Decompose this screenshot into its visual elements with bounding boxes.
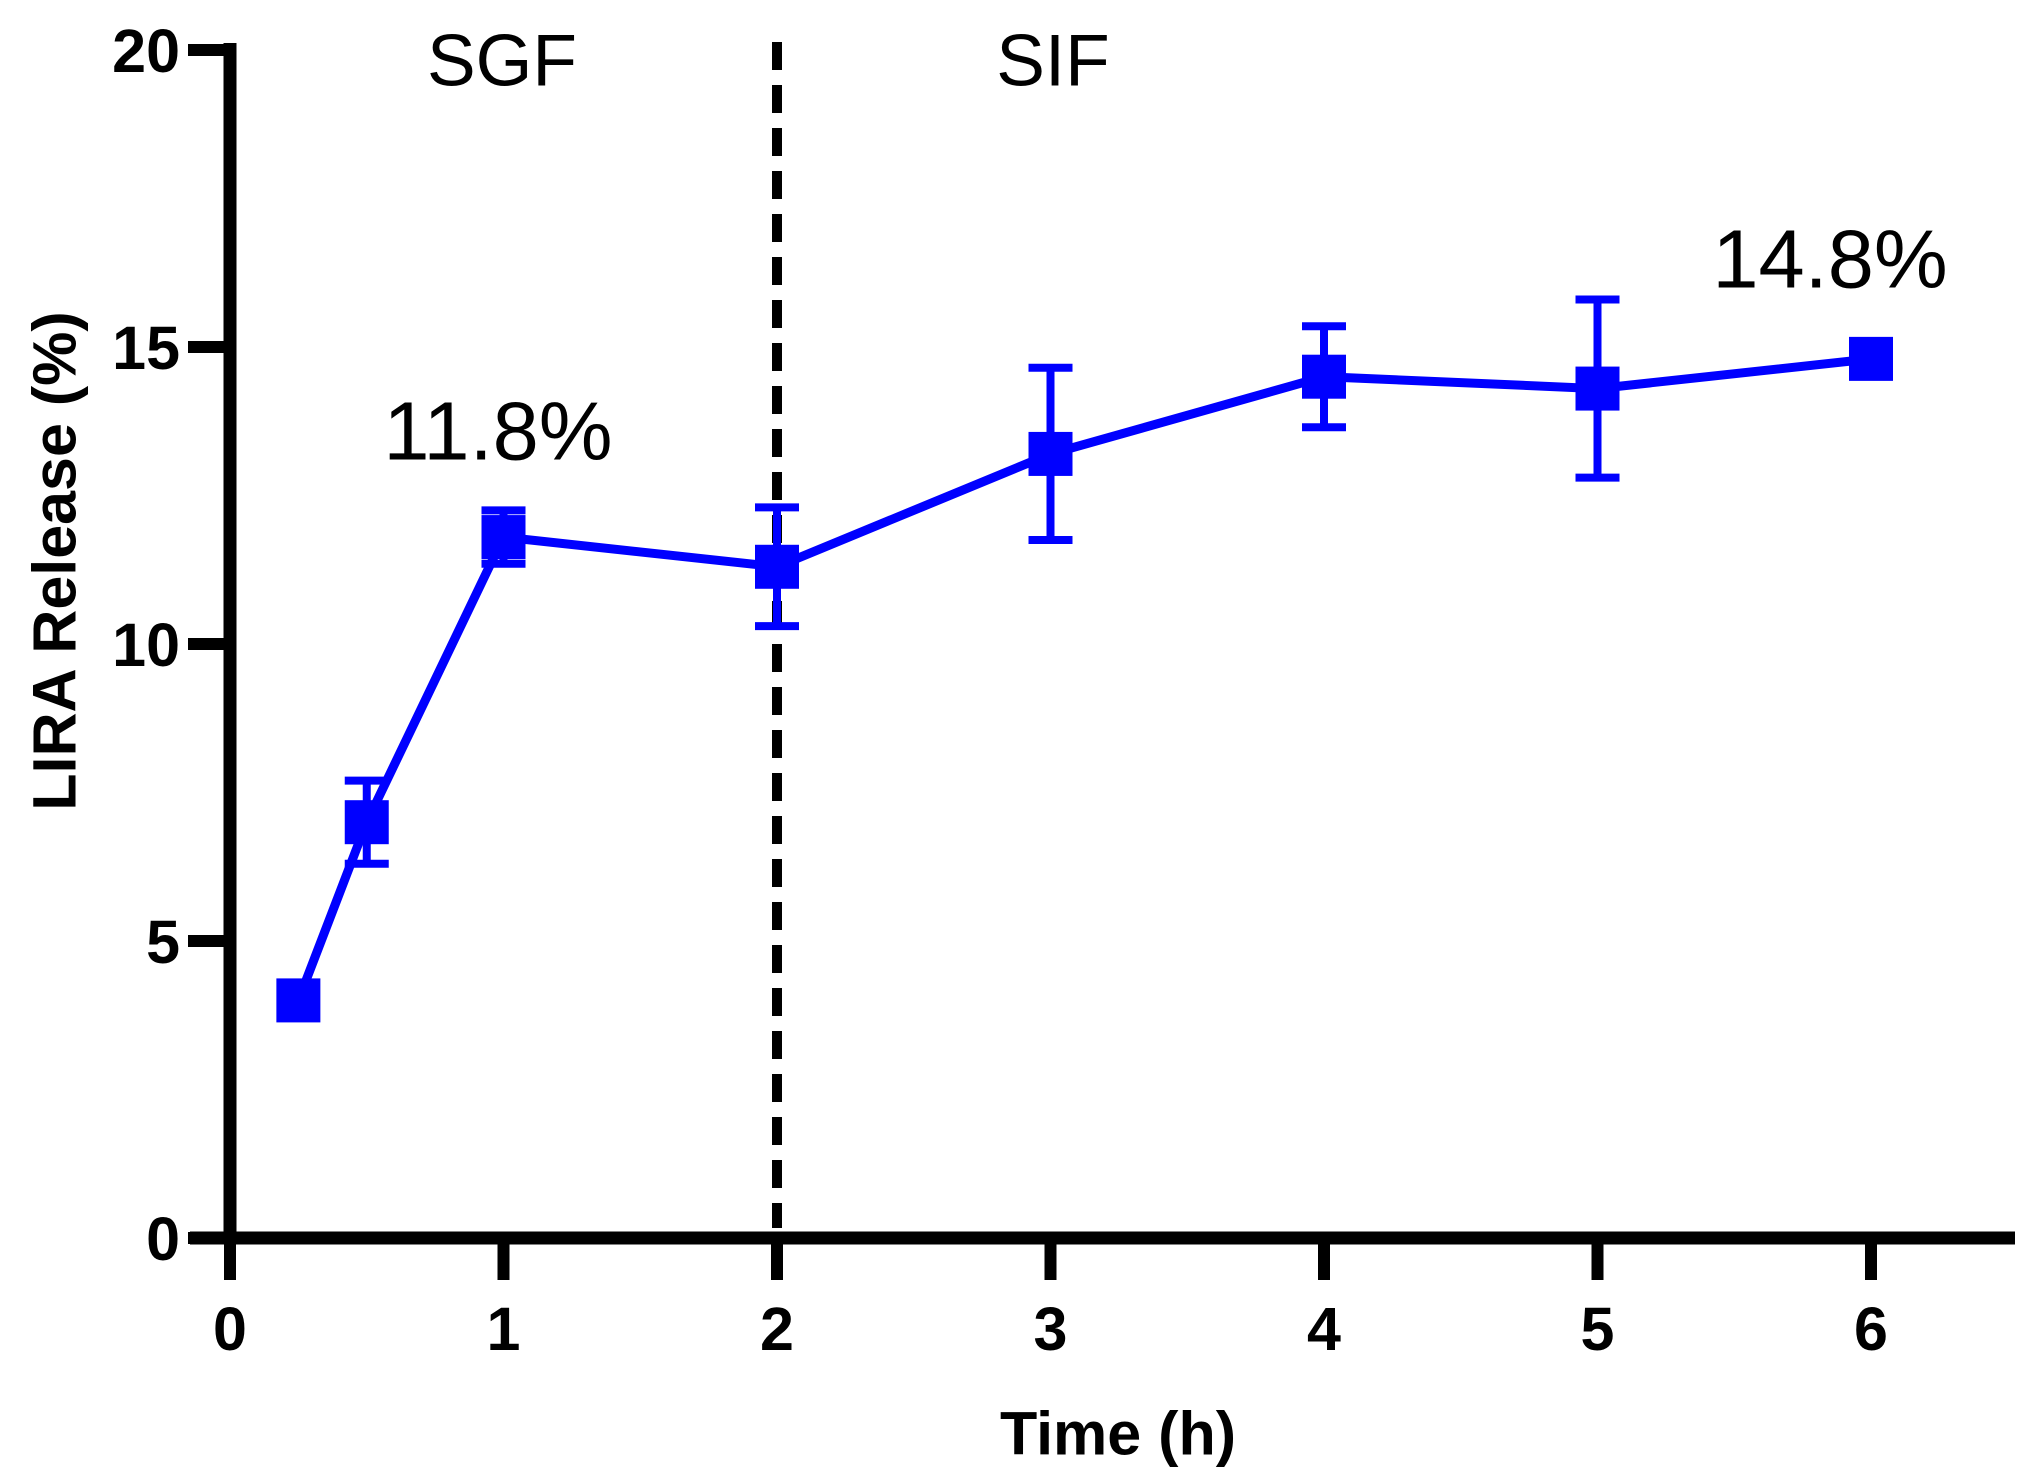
y-tick-label: 5	[146, 908, 180, 976]
data-point-marker	[1575, 366, 1620, 411]
data-point-marker	[481, 515, 526, 560]
x-tick-label: 4	[1307, 1295, 1341, 1363]
phase-label-sgf: SGF	[426, 20, 578, 102]
x-axis-title: Time (h)	[999, 1399, 1237, 1468]
annotation-6h-value: 14.8%	[1712, 212, 1948, 306]
data-point-marker	[1849, 336, 1893, 381]
phase-label-sif: SIF	[996, 20, 1110, 102]
data-point-marker	[1028, 431, 1073, 476]
x-tick-label: 0	[213, 1295, 247, 1363]
y-tick-label: 0	[146, 1205, 180, 1273]
x-tick-label: 5	[1581, 1295, 1615, 1363]
x-tick-label: 6	[1854, 1295, 1888, 1363]
data-point-marker	[1302, 354, 1346, 399]
y-tick-label: 10	[112, 611, 180, 679]
y-tick-label: 15	[112, 314, 180, 382]
annotation-1h-value: 11.8%	[383, 384, 613, 478]
y-tick-label: 20	[112, 17, 180, 85]
x-tick-label: 1	[487, 1295, 521, 1363]
x-tick-label: 2	[760, 1295, 794, 1363]
data-point-marker	[276, 978, 321, 1023]
data-point-marker	[755, 544, 799, 589]
data-point-marker	[344, 800, 389, 845]
data-line	[294, 354, 1872, 1003]
x-tick-label: 3	[1034, 1295, 1068, 1363]
y-axis-title: LIRA Release (%)	[20, 311, 89, 811]
